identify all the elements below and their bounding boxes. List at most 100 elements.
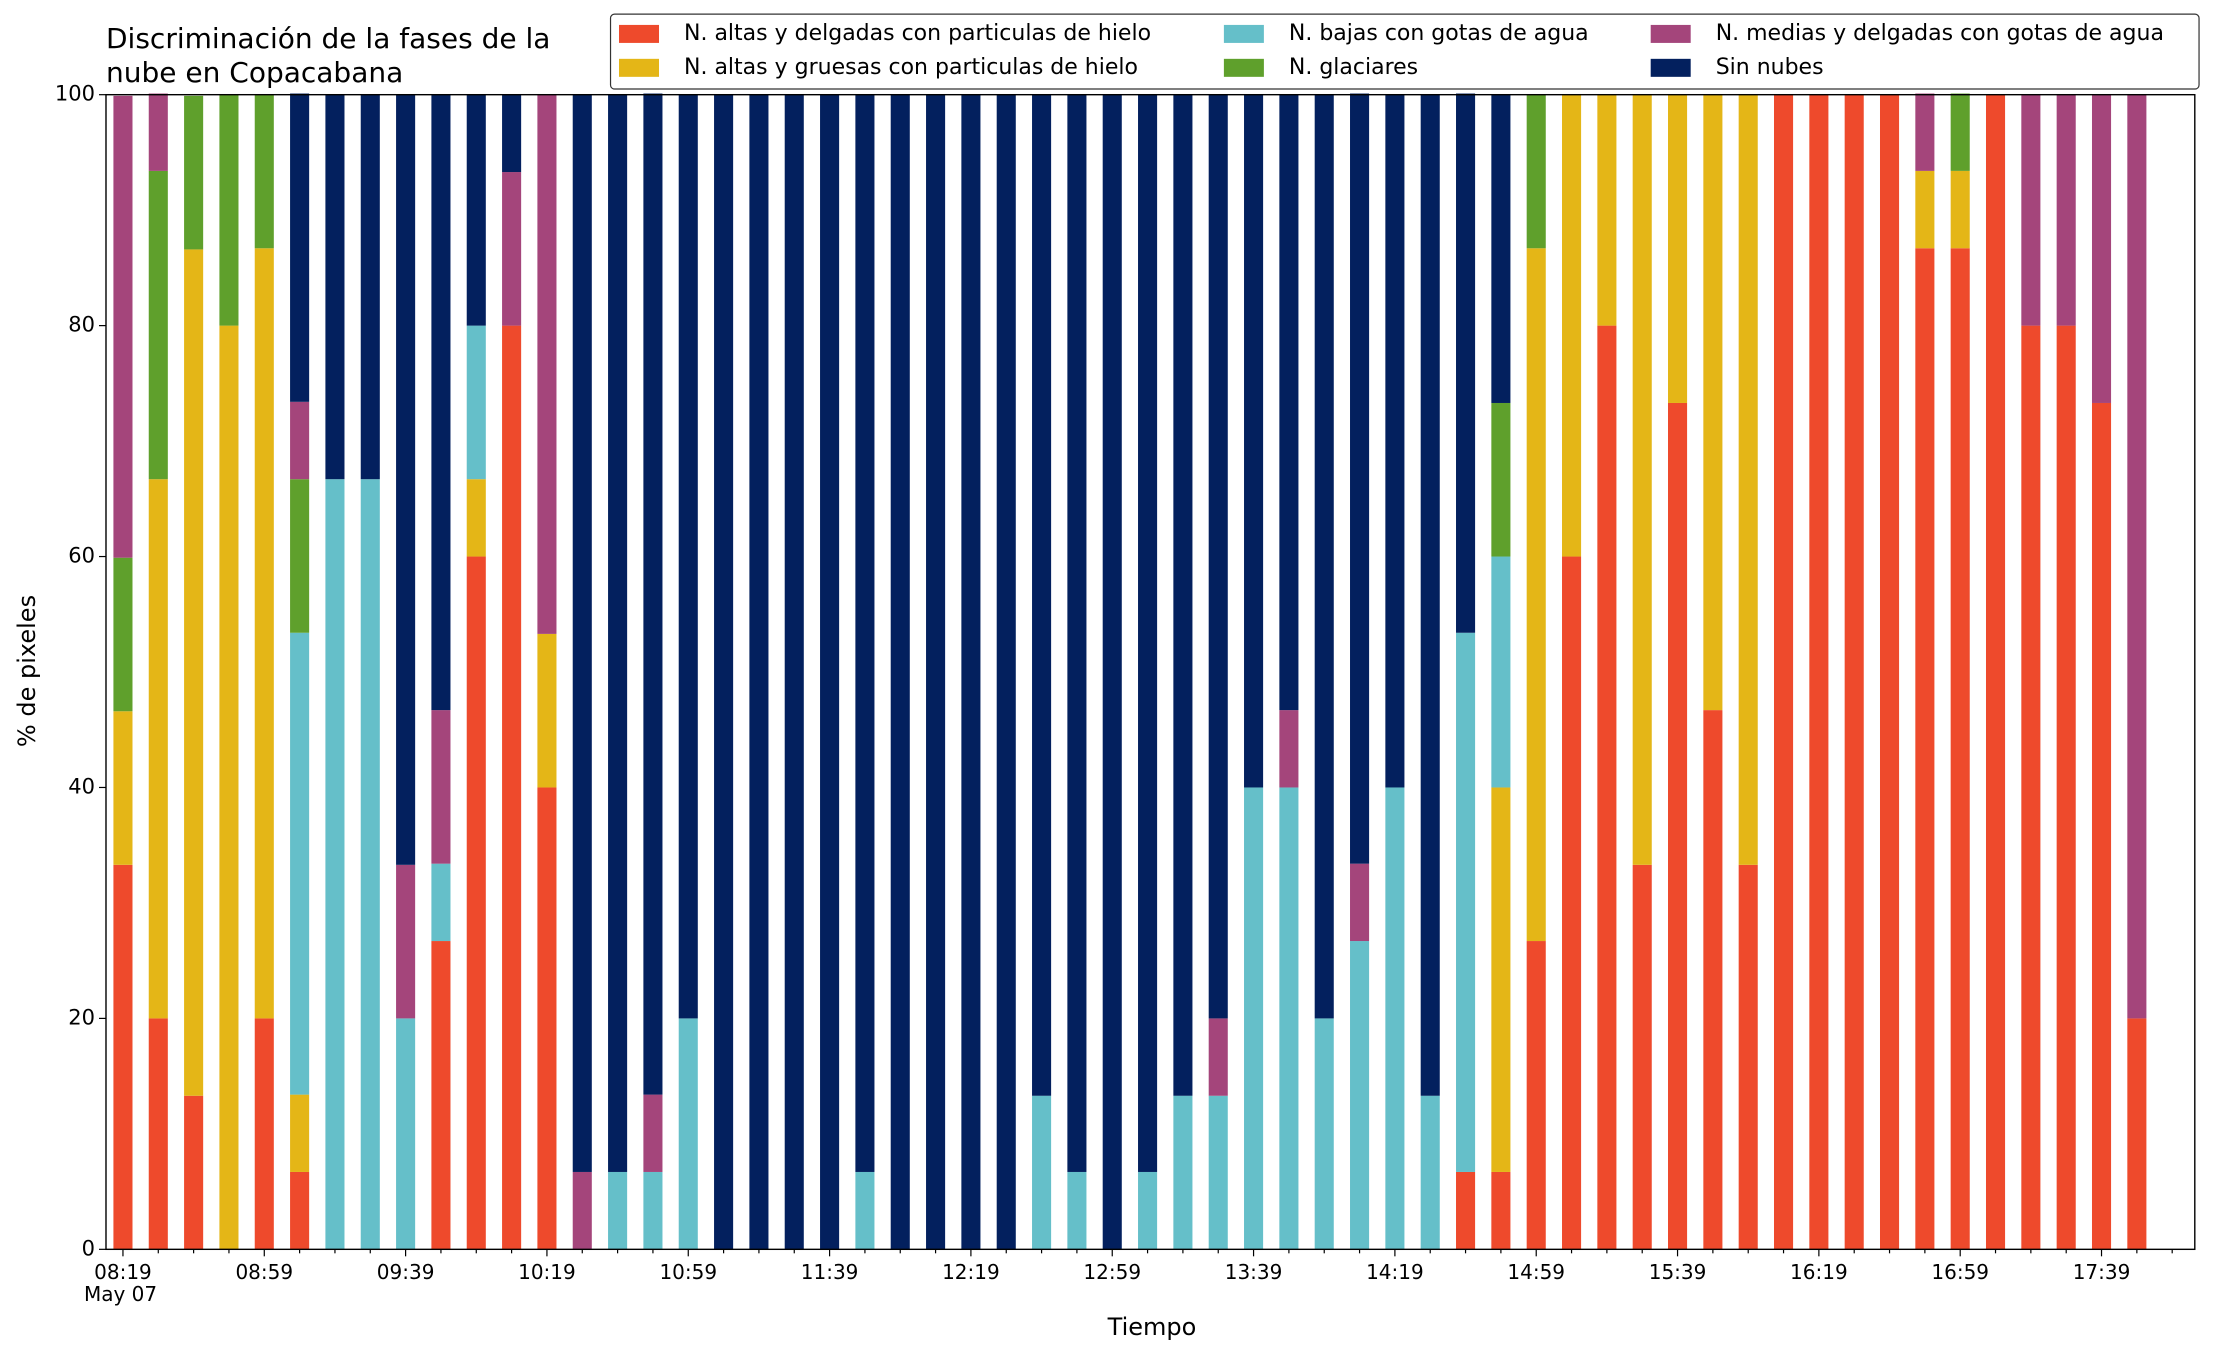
bar-segment [431, 941, 451, 1250]
bar-segment [1526, 941, 1546, 1250]
bar-segment [2056, 94, 2076, 326]
y-tick-label: 40 [68, 774, 95, 798]
bar-segment [1279, 787, 1299, 1250]
bar-segment [1950, 93, 1970, 171]
bar-segment [113, 557, 133, 712]
plot-frame [105, 93, 2196, 1251]
bar-segment [396, 864, 416, 1019]
bar-segment [1032, 1095, 1052, 1250]
y-tick-label: 80 [68, 313, 95, 337]
x-tick-label: 16:59 [1931, 1260, 1989, 1284]
bar-segment [1915, 170, 1935, 249]
bar-segment [113, 711, 133, 865]
bar-segment [1138, 94, 1158, 1172]
bar-segment [1703, 710, 1723, 1250]
bar-segment [820, 94, 840, 1250]
bar-segment [1491, 1171, 1511, 1250]
bar-segment [1597, 325, 1617, 1250]
x-date-label: May 07 [84, 1282, 157, 1306]
bar-segment [254, 248, 274, 1019]
bar-segment [1491, 402, 1511, 557]
bar-segment [608, 94, 628, 1172]
bar-segment [148, 170, 168, 480]
bar-segment [466, 325, 486, 480]
bar-segment [1208, 1095, 1228, 1250]
bar-segment [431, 863, 451, 942]
legend: N. altas y delgadas con particulas de hi… [609, 13, 2200, 90]
bar-segment [1632, 94, 1652, 865]
y-tick-label: 100 [55, 82, 95, 106]
x-tick-label: 11:39 [801, 1260, 859, 1284]
bar-segment [537, 787, 557, 1250]
x-tick-label: 16:19 [1790, 1260, 1848, 1284]
bar-segment [1526, 94, 1546, 249]
bar-segment [431, 94, 451, 711]
y-tick-label: 0 [82, 1236, 95, 1260]
bar-segment [2091, 94, 2112, 403]
bar-segment [360, 94, 380, 480]
y-tick-label: 60 [68, 544, 95, 568]
bar-segment [290, 401, 310, 480]
bar-segment [1208, 94, 1228, 1019]
bar-segment [290, 479, 310, 633]
bar-segment [184, 1095, 204, 1250]
x-tick-label: 14:59 [1507, 1260, 1565, 1284]
bar-segment [1562, 556, 1582, 1250]
bar-segment [396, 1018, 416, 1250]
bar-segment [1526, 248, 1546, 942]
legend-swatch [1650, 24, 1691, 43]
bar-segment [996, 94, 1016, 1250]
bar-segment [643, 1094, 663, 1172]
x-tick-label: 09:39 [377, 1260, 435, 1284]
bar-segment [1950, 248, 1970, 1250]
x-tick-label: 08:19 [94, 1260, 152, 1284]
bar-segment [1420, 94, 1440, 1096]
bar-segment [1385, 787, 1405, 1250]
bar-segment [1067, 1171, 1087, 1250]
bar-segment [290, 1171, 310, 1250]
bar-segment [148, 479, 168, 1019]
bar-segment [749, 94, 769, 1250]
bar-segment [1985, 94, 2006, 1250]
bar-segment [290, 1094, 310, 1172]
bar-segment [431, 710, 451, 864]
bar-segment [678, 94, 698, 1019]
bar-segment [678, 1018, 698, 1250]
bar-segment [2021, 94, 2041, 326]
bar-segment [2056, 325, 2076, 1250]
bar-segment [1173, 1095, 1193, 1250]
bar-segment [1385, 94, 1405, 788]
bar-segment [855, 94, 875, 1172]
bar-segment [466, 556, 486, 1250]
legend-swatch [1650, 58, 1691, 77]
bar-segment [1244, 787, 1264, 1250]
bar-segment [502, 94, 522, 173]
bar-segment [325, 479, 345, 1250]
bar-segment [608, 1171, 628, 1250]
bar-segment [1491, 787, 1511, 1172]
bar-segment [1738, 94, 1758, 865]
bar-segment [1491, 94, 1511, 403]
x-tick-label: 17:39 [2073, 1260, 2131, 1284]
bar-segment [1632, 864, 1652, 1250]
bar-segment [184, 249, 204, 1096]
legend-swatch [619, 58, 660, 77]
bar-segment [219, 94, 239, 326]
bar-segment [1597, 94, 1617, 326]
bar-segment [1809, 94, 1829, 1250]
x-tick-label: 12:19 [942, 1260, 1000, 1284]
bar-segment [1562, 94, 1582, 557]
bar-segment [1314, 94, 1334, 1019]
legend-label: N. bajas con gotas de agua [1289, 21, 1589, 46]
x-tick-label: 10:59 [659, 1260, 717, 1284]
legend-label: N. altas y delgadas con particulas de hi… [684, 21, 1151, 46]
y-axis-label: % de pixeles [13, 595, 41, 747]
bar-segment [926, 94, 946, 1250]
bar-segment [2127, 94, 2147, 1019]
legend-swatch [1223, 58, 1264, 77]
bar-segment [466, 479, 486, 557]
bar-segment [1703, 94, 1723, 711]
legend-swatch [619, 24, 660, 43]
